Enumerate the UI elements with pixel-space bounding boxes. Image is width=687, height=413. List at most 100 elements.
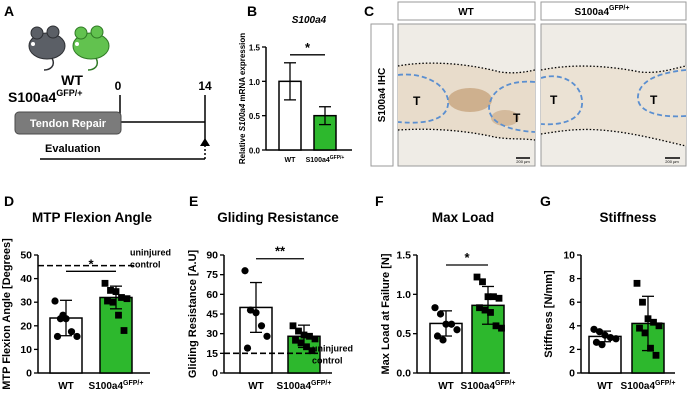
chart-e-gliding-resistance: Gliding Resistance Gliding Resistance [A.… [187, 210, 353, 392]
chart-title: Stiffness [599, 210, 656, 225]
ihc-header-ko-name: S100a4 [575, 7, 610, 18]
ihc-image-ko: T T 200 µm [540, 23, 687, 167]
data-point [636, 324, 643, 332]
x-tick-label-name: S100a4 [306, 157, 330, 164]
day-14-label: 14 [198, 79, 212, 93]
data-point [257, 322, 266, 330]
data-point [447, 320, 456, 328]
data-point [243, 344, 252, 352]
x-tick-label: WT [285, 157, 297, 164]
panel-label-f: F [375, 193, 384, 209]
panel-label-c: C [364, 3, 374, 19]
reference-label-line1: uninjured [130, 248, 171, 258]
chart-title: MTP Flexion Angle [32, 210, 153, 225]
group-ko-label: S100a4GFP/+ [8, 88, 83, 105]
y-tick-label: 0.0 [249, 147, 261, 156]
mouse-green-icon [72, 25, 110, 71]
tendon-label: T [650, 93, 658, 107]
tendon-label: T [413, 94, 421, 108]
data-point [453, 326, 461, 334]
y-tick-label: 10 [563, 250, 575, 262]
x-tick-label: WT [597, 381, 613, 392]
data-point [109, 298, 117, 306]
data-point [118, 294, 125, 301]
y-tick-label: 2 [569, 344, 575, 356]
data-point [308, 347, 316, 355]
x-tick-label: WT [248, 381, 264, 392]
y-tick-label: 50 [20, 250, 32, 262]
y-tick-label: 20 [20, 320, 32, 332]
tendon-repair-box [14, 111, 122, 135]
x-tick-label-name: WT [248, 381, 264, 392]
y-axis-label: Relative S100a4 mRNA expression [238, 33, 247, 164]
x-tick-label-sup: GFP/+ [330, 155, 345, 161]
scale-bar-label: 200 µm [516, 159, 530, 164]
y-axis-label-part: Relative [238, 131, 247, 164]
data-point [297, 339, 305, 347]
data-point [263, 332, 271, 340]
x-tick-label: S100a4GFP/+ [277, 380, 332, 392]
data-point [433, 332, 442, 340]
data-point [295, 327, 302, 335]
panel-label-d: D [4, 193, 14, 209]
data-point [112, 288, 120, 295]
data-point [655, 322, 663, 330]
reference-label-line2: control [312, 355, 343, 365]
x-tick-label: S100a4GFP/+ [306, 155, 345, 164]
significance-label: * [88, 256, 94, 271]
y-tick-label: 0.5 [396, 328, 411, 340]
panel-label-g: G [540, 193, 551, 209]
y-axis-label: Gliding Resistance [A.U] [187, 249, 199, 378]
x-tick-label-name: S100a4 [89, 381, 124, 392]
data-point [73, 332, 81, 341]
data-point [481, 306, 489, 314]
chart-title: Gliding Resistance [217, 210, 339, 225]
chart-title: S100a4 [292, 15, 327, 26]
group-wt-label: WT [61, 72, 83, 88]
data-point [303, 343, 310, 351]
data-point [53, 332, 62, 341]
x-tick-label: S100a4GFP/+ [89, 380, 144, 392]
group-ko-sup: GFP/+ [56, 88, 82, 98]
data-point [107, 287, 114, 294]
significance-label: ** [275, 244, 286, 259]
data-point [442, 320, 450, 328]
x-tick-label-sup: GFP/+ [495, 380, 515, 387]
data-point [306, 332, 313, 340]
data-point [644, 315, 652, 323]
data-point [484, 293, 492, 301]
panel-label-a: A [4, 3, 14, 19]
panel-a: A WT S100a4GFP/+ 0 14 Tendon Repair Eval… [4, 3, 212, 160]
y-axis-label-part: mRNA expression [238, 33, 247, 104]
x-tick-label-sup: GFP/+ [655, 380, 675, 387]
data-point [595, 328, 604, 336]
panel-label-e: E [189, 193, 198, 209]
data-point [606, 334, 615, 342]
reference-label-line1: uninjured [312, 343, 353, 353]
significance-label: * [464, 250, 470, 265]
data-point [590, 325, 598, 333]
data-point [487, 309, 494, 316]
data-point [51, 297, 59, 305]
group-ko-name: S100a4 [8, 89, 56, 105]
data-point [241, 267, 249, 275]
y-tick-label: 40 [20, 273, 32, 285]
data-point [67, 328, 76, 336]
y-axis-label: Max Load at Failure [N] [380, 253, 392, 374]
data-point [490, 293, 497, 301]
x-tick-label: S100a4GFP/+ [621, 380, 676, 392]
x-tick-label-name: S100a4 [621, 381, 656, 392]
reference-label-line2: control [130, 260, 161, 270]
data-point [612, 335, 620, 343]
mouse-gray-icon [28, 25, 66, 71]
chart-g-stiffness: Stiffness Stiffness [N/mm] 0 2 4 6 8 10 WT S100a4… [543, 210, 675, 392]
y-tick-label: 0 [569, 368, 575, 380]
x-tick-label: WT [438, 381, 454, 392]
y-tick-label: 1.0 [249, 78, 261, 87]
x-tick-label: WT [58, 381, 74, 392]
chart-f-max-load: Max Load Max Load at Failure [N] 0.0 0.5 1.0… [380, 210, 515, 392]
y-tick-label: 4 [569, 320, 575, 332]
x-tick-label-sup: GFP/+ [311, 380, 331, 387]
